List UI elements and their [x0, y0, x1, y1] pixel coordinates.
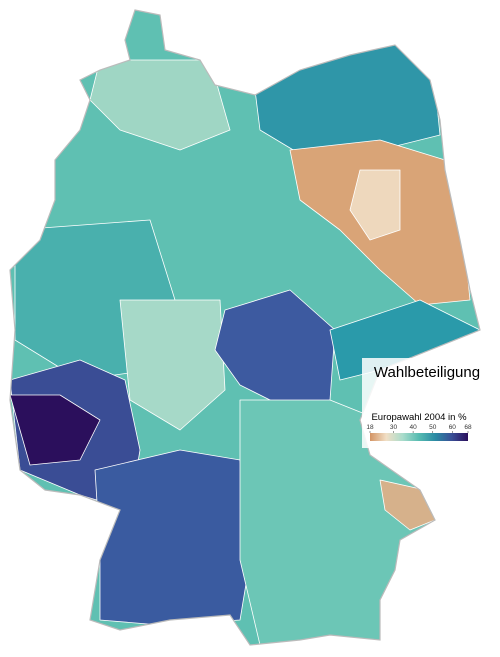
- tick-label: 68: [464, 424, 472, 431]
- tick-label: 60: [449, 424, 457, 431]
- region-east-light: [349, 169, 401, 241]
- tick-label: 18: [366, 424, 374, 431]
- tick-label: 40: [410, 424, 418, 431]
- region-southwest: [94, 449, 251, 626]
- legend-title: Wahlbeteiligung: [374, 364, 480, 381]
- border: [9, 9, 481, 646]
- legend: Wahlbeteiligung Europawahl 2004 in % 18 3…: [362, 358, 490, 448]
- tick-label: 30: [390, 424, 398, 431]
- region-rhineland-dark: [10, 394, 101, 466]
- legend-subtitle: Europawahl 2004 in %: [371, 412, 467, 423]
- colorbar: [370, 433, 468, 441]
- tick-label: 50: [429, 424, 437, 431]
- region-center: [119, 299, 226, 431]
